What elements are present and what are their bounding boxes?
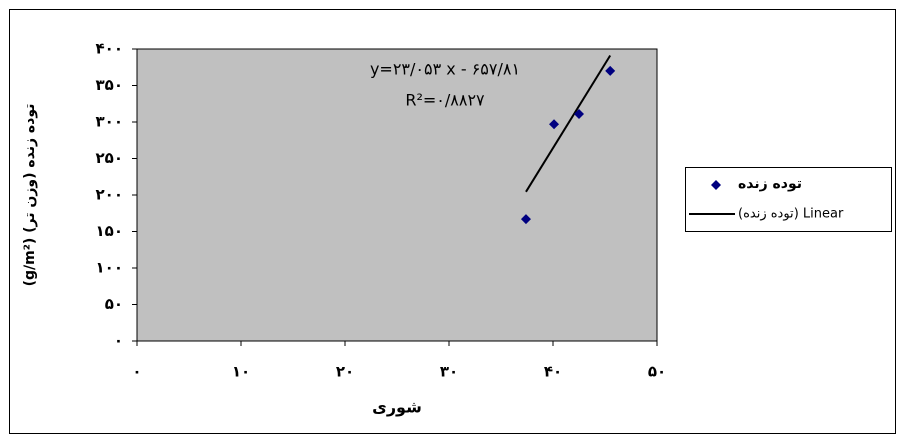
- legend-box: [685, 167, 892, 232]
- point: [549, 119, 560, 130]
- x-tick-label: ۵۰: [648, 363, 666, 381]
- x-tick-label: ۳۰: [440, 363, 458, 381]
- point: [605, 65, 616, 76]
- x-tick-label: ۲۰: [336, 363, 354, 381]
- point: [574, 108, 584, 119]
- y-tick-label: ۵۰: [105, 295, 123, 313]
- y-tick-label: ۳۵۰: [96, 76, 123, 94]
- x-tick-label: ۱۰: [232, 363, 250, 381]
- r-squared: R²=۰/۸۸۲۷: [405, 91, 485, 110]
- x-tick-label: ۴۰: [544, 363, 562, 381]
- y-tick-label: ۱۵۰: [96, 222, 123, 240]
- y-tick-label: ۲۰۰: [96, 186, 123, 204]
- plot-area: [136, 48, 658, 342]
- point: [520, 214, 531, 225]
- y-tick-label: ۰: [114, 332, 123, 350]
- y-tick-label: ۳۰۰: [96, 113, 123, 131]
- legend-label: توده زنده: [738, 176, 802, 192]
- legend-marker: [711, 180, 721, 190]
- y-axis-title: (g/m²) توده زنده (وزن تر): [22, 104, 38, 287]
- y-tick-label: ۲۵۰: [96, 149, 123, 167]
- y-tick-label: ۴۰۰: [96, 40, 123, 58]
- equation: y=۲۳/۰۵۳ x - ۶۵۷/۸۱: [370, 60, 520, 79]
- legend-label: (توده زنده) Linear: [738, 207, 844, 222]
- x-tick-label: ۰: [132, 363, 141, 381]
- trendline: [525, 54, 612, 193]
- y-tick-label: ۱۰۰: [96, 259, 123, 277]
- x-axis-title: شوری: [372, 398, 422, 417]
